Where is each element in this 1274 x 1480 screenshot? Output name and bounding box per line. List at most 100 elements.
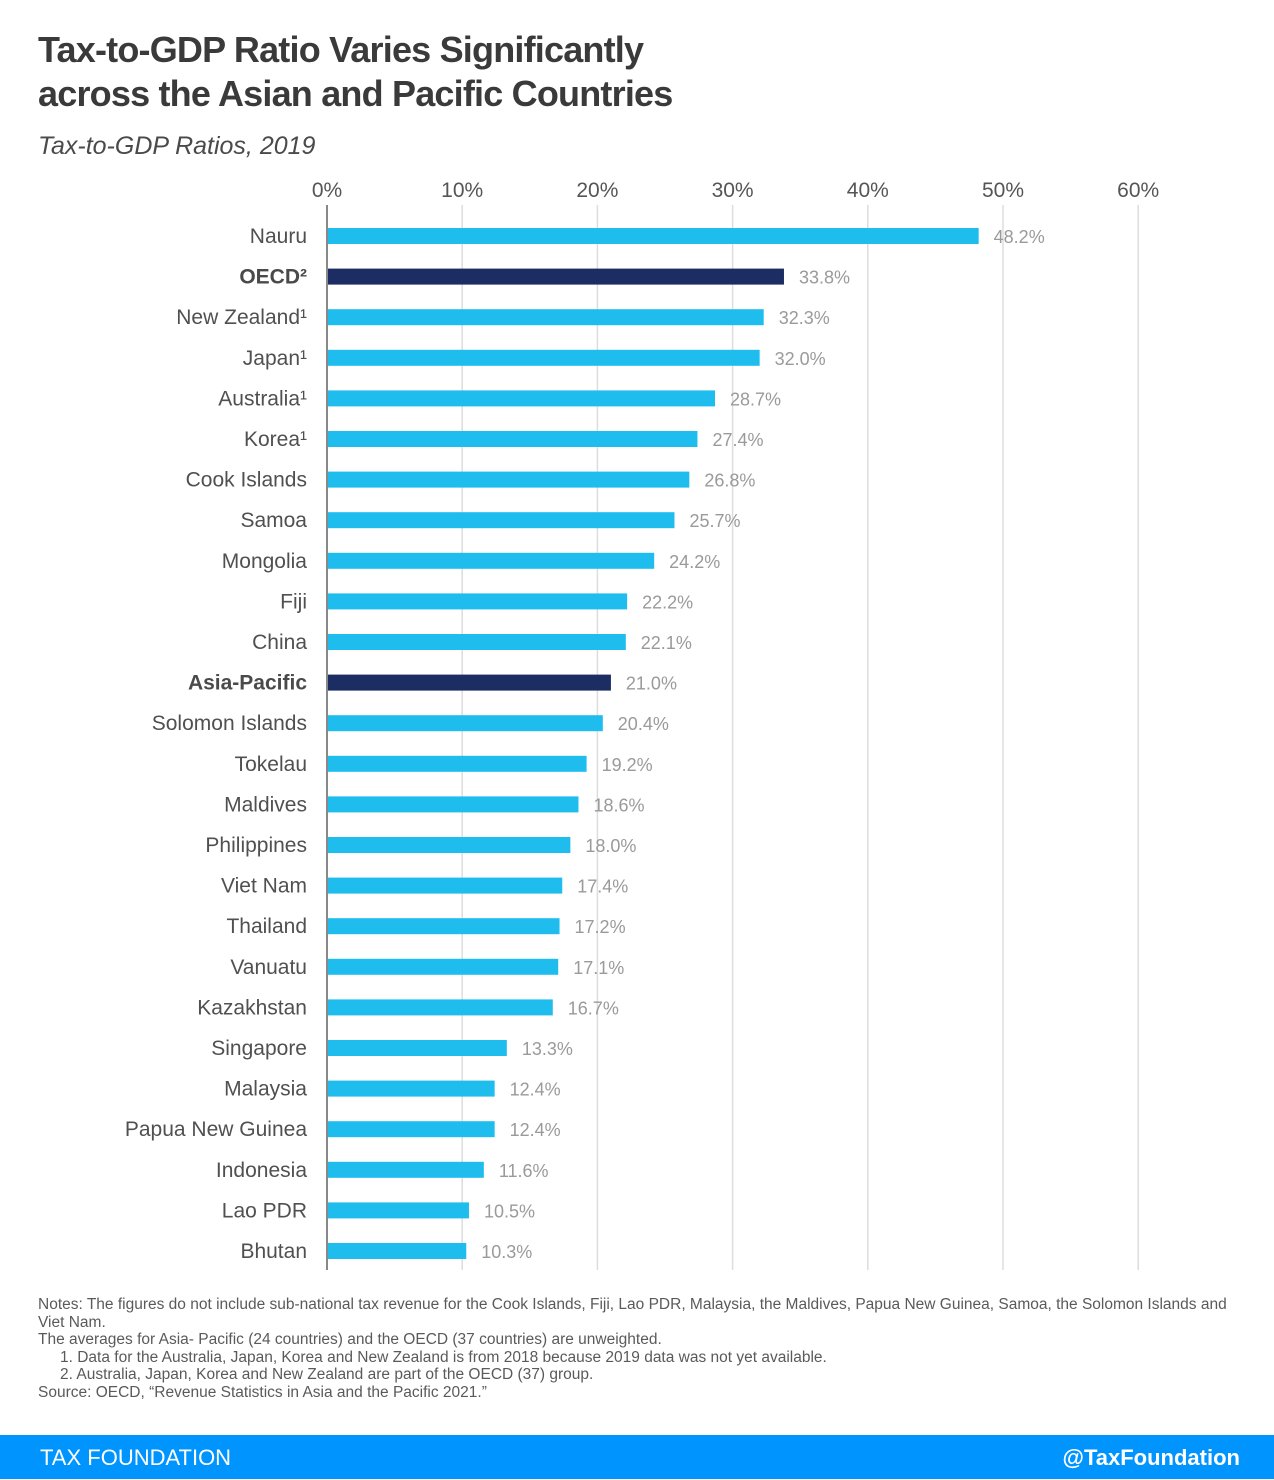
footer-bar: TAX FOUNDATION @TaxFoundation [0, 1435, 1274, 1479]
category-label: Nauru [250, 225, 307, 248]
country-bar [327, 593, 628, 610]
category-label: Philippines [205, 834, 307, 857]
value-label: 32.3% [779, 308, 830, 328]
footnote-2: 2. Australia, Japan, Korea and New Zeala… [60, 1366, 594, 1383]
country-bar [327, 755, 587, 772]
category-label: Indonesia [216, 1159, 307, 1182]
country-bar [327, 1121, 495, 1138]
source-note: Source: OECD, “Revenue Statistics in Asi… [38, 1383, 487, 1401]
category-label: OECD² [239, 266, 307, 289]
footer-brand: TAX FOUNDATION [40, 1445, 232, 1470]
value-label: 33.8% [799, 268, 850, 288]
country-bar [327, 349, 760, 366]
country-bar [327, 1243, 467, 1259]
value-label: 24.2% [669, 552, 720, 572]
category-label: Solomon Islands [152, 712, 307, 735]
value-label: 12.4% [510, 1120, 561, 1140]
country-bar [327, 552, 655, 569]
country-bar [327, 1202, 469, 1219]
category-label: Australia¹ [218, 387, 307, 410]
category-label: Japan¹ [243, 347, 307, 370]
category-label: Samoa [240, 509, 307, 532]
country-bar [327, 1080, 495, 1097]
average-bar [327, 674, 611, 691]
country-bar [327, 228, 979, 244]
bars [327, 228, 979, 1259]
category-label: Mongolia [222, 550, 308, 573]
category-label: Singapore [211, 1037, 307, 1060]
value-label: 11.6% [499, 1161, 549, 1181]
country-bar [327, 796, 579, 813]
value-label: 16.7% [568, 998, 619, 1018]
notes-line2: The averages for Asia- Pacific (24 count… [38, 1331, 662, 1348]
chart-subtitle: Tax-to-GDP Ratios, 2019 [38, 132, 316, 160]
category-label: Lao PDR [222, 1199, 307, 1222]
x-tick-label: 0% [312, 179, 342, 202]
category-label: New Zealand¹ [176, 306, 307, 329]
category-label: Bhutan [240, 1240, 307, 1263]
country-bar [327, 837, 571, 853]
x-tick-label: 60% [1117, 179, 1159, 202]
category-label: Asia-Pacific [188, 672, 307, 695]
category-label: Cook Islands [186, 469, 307, 492]
value-label: 22.2% [642, 592, 693, 612]
x-tick-label: 20% [576, 179, 618, 202]
country-bar [327, 471, 690, 488]
country-bar [327, 958, 559, 975]
category-label: Fiji [280, 590, 307, 613]
value-label: 20.4% [618, 714, 669, 734]
category-label: Vanuatu [230, 956, 307, 979]
x-tick-label: 50% [982, 179, 1024, 202]
chart-title-line1: Tax-to-GDP Ratio Varies Significantly [38, 29, 644, 70]
country-bar [327, 1040, 507, 1056]
value-label: 48.2% [994, 227, 1045, 247]
country-bar [327, 877, 563, 894]
value-label: 17.2% [575, 917, 626, 937]
country-bar [327, 918, 560, 935]
country-bar [327, 999, 553, 1016]
value-label: 12.4% [510, 1080, 561, 1100]
value-label: 19.2% [602, 755, 653, 775]
category-label: China [252, 631, 307, 654]
value-label: 28.7% [730, 389, 781, 409]
value-label: 18.6% [593, 795, 644, 815]
value-label: 10.5% [484, 1201, 535, 1221]
value-label: 17.1% [573, 958, 624, 978]
x-axis-ticks: 0% 10% 20% 30% 40% 50% 60% [312, 179, 1159, 202]
value-label: 21.0% [626, 674, 677, 694]
country-bar [327, 512, 675, 529]
value-labels: 48.2% 33.8% 32.3% 32.0% 28.7% 27.4% 26.8% 25.7%… [481, 227, 1044, 1262]
category-label: Viet Nam [221, 875, 307, 898]
country-bar [327, 1161, 484, 1178]
value-label: 13.3% [522, 1039, 573, 1059]
value-label: 10.3% [481, 1242, 532, 1262]
chart-title: Tax-to-GDP Ratio Varies Significantly ac… [38, 28, 673, 116]
footer-handle[interactable]: @TaxFoundation [1062, 1445, 1240, 1470]
value-label: 26.8% [704, 471, 755, 491]
notes-line1: Notes: The figures do not include sub-na… [38, 1296, 1227, 1331]
notes-section: Notes: The figures do not include sub-na… [38, 1296, 1248, 1401]
category-label: Malaysia [224, 1078, 307, 1101]
category-label: Tokelau [235, 753, 307, 776]
bar-chart: 0% 10% 20% 30% 40% 50% 60% Nauru OECD² New Zeala… [125, 179, 1159, 1270]
country-bar [327, 390, 716, 407]
category-label: Thailand [226, 915, 307, 938]
value-label: 27.4% [712, 430, 763, 450]
x-tick-label: 10% [441, 179, 483, 202]
value-label: 32.0% [775, 349, 826, 369]
country-bar [327, 634, 626, 650]
chart-title-line2: across the Asian and Pacific Countries [38, 73, 673, 114]
footnote-1: 1. Data for the Australia, Japan, Korea … [60, 1348, 827, 1366]
value-label: 25.7% [689, 511, 740, 531]
country-bar [327, 309, 764, 326]
value-label: 18.0% [585, 836, 636, 856]
category-labels: Nauru OECD² New Zealand¹ Japan¹ Australia¹ Ko… [125, 225, 307, 1263]
x-tick-label: 30% [712, 179, 754, 202]
average-bar [327, 268, 784, 285]
x-tick-label: 40% [847, 179, 889, 202]
category-label: Maldives [224, 793, 307, 816]
category-label: Korea¹ [244, 428, 307, 451]
category-label: Papua New Guinea [125, 1118, 307, 1141]
country-bar [327, 431, 698, 447]
value-label: 17.4% [577, 877, 628, 897]
